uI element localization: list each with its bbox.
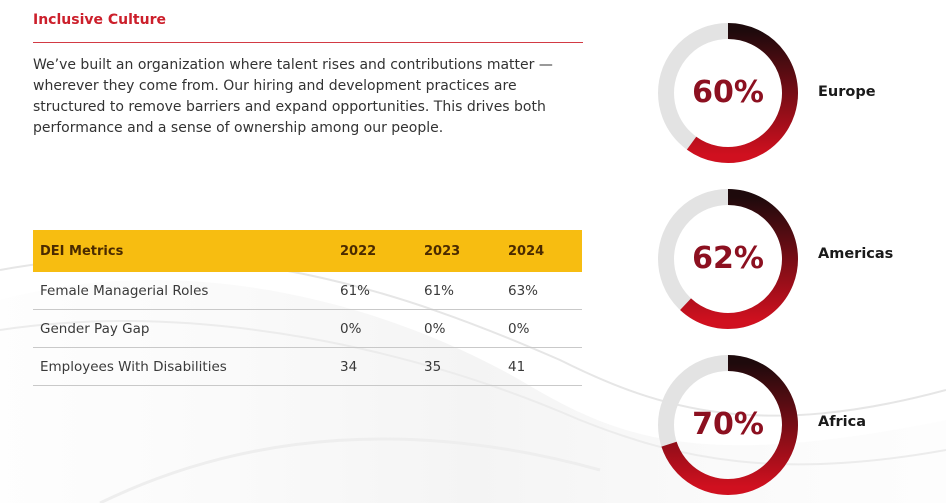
section-title: Inclusive Culture: [33, 12, 166, 28]
metric-value: 61%: [340, 272, 424, 310]
header-metric: DEI Metrics: [33, 230, 340, 272]
header-year-2023: 2023: [424, 230, 508, 272]
donut-arc: [686, 23, 798, 163]
donut-africa: 70%: [655, 352, 801, 498]
metric-value: 0%: [424, 309, 508, 348]
table-header-row: DEI Metrics 2022 2023 2024: [33, 230, 582, 272]
dei-metrics-table: DEI Metrics 2022 2023 2024 Female Manage…: [33, 230, 582, 386]
percentage-value: 70%: [692, 407, 764, 442]
metric-name: Employees With Disabilities: [33, 347, 340, 386]
metric-value: 61%: [424, 272, 508, 310]
donut-ring: [658, 189, 798, 329]
donut-arc: [661, 355, 798, 495]
percentage-value: 60%: [692, 75, 764, 110]
percentage-value: 62%: [692, 241, 764, 276]
donut-ring: [658, 355, 798, 495]
region-label-africa: Africa: [818, 414, 867, 430]
region-label-europe: Europe: [818, 84, 876, 100]
metric-name: Gender Pay Gap: [33, 309, 340, 348]
metric-value: 63%: [508, 272, 582, 310]
metric-value: 0%: [340, 309, 424, 348]
donut-ring: [658, 23, 798, 163]
metric-value: 0%: [508, 309, 582, 348]
table-row: Employees With Disabilities 34 35 41: [33, 347, 582, 386]
header-year-2022: 2022: [340, 230, 424, 272]
intro-paragraph: We’ve built an organization where talent…: [33, 57, 553, 136]
table-row: Gender Pay Gap 0% 0% 0%: [33, 309, 582, 348]
metric-value: 41: [508, 347, 582, 386]
table-row: Female Managerial Roles 61% 61% 63%: [33, 272, 582, 310]
metric-value: 34: [340, 347, 424, 386]
region-label-americas: Americas: [818, 246, 894, 262]
title-divider: [33, 42, 583, 43]
metric-value: 35: [424, 347, 508, 386]
donut-europe: 60%: [655, 20, 801, 166]
donut-arc: [680, 189, 798, 329]
metric-name: Female Managerial Roles: [33, 272, 340, 310]
header-year-2024: 2024: [508, 230, 582, 272]
donut-americas: 62%: [655, 186, 801, 332]
